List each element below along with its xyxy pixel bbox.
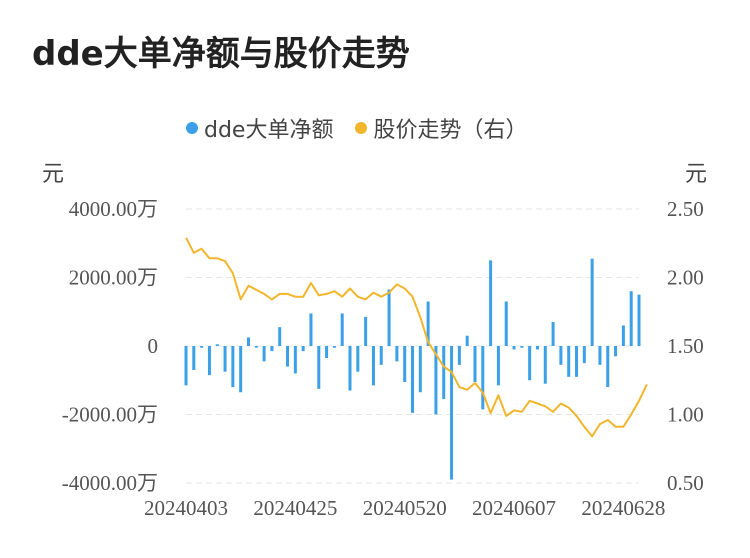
dde-bar <box>325 346 329 358</box>
dde-bar <box>481 346 485 410</box>
dde-bar <box>504 301 508 346</box>
dde-bar <box>364 316 368 346</box>
right-tick-label: 2.00 <box>667 266 704 290</box>
dde-bar <box>426 301 430 346</box>
dde-bar <box>520 346 524 348</box>
dde-bar <box>559 346 563 365</box>
left-tick-label: -2000.00万 <box>62 403 158 427</box>
dde-bar <box>575 346 579 377</box>
legend-dot-dde <box>186 122 198 134</box>
right-tick-label: 1.00 <box>667 403 704 427</box>
dde-bar <box>254 346 258 348</box>
legend-label-dde: dde大单净额 <box>204 118 334 143</box>
dde-bar <box>192 346 196 370</box>
left-tick-label: 0 <box>148 334 159 358</box>
dde-bar <box>543 346 547 384</box>
dde-bar <box>403 346 407 382</box>
dde-bar <box>348 346 352 391</box>
dde-bar <box>371 346 375 386</box>
dde-bar <box>473 346 477 382</box>
dde-bar <box>450 346 454 480</box>
dde-bar <box>496 346 500 386</box>
dde-bar <box>465 335 469 346</box>
dde-bar <box>567 346 571 377</box>
right-tick-label: 1.50 <box>667 334 704 358</box>
x-tick-label: 20240607 <box>472 496 556 520</box>
dde-bar <box>411 346 414 413</box>
dde-bar <box>535 346 539 350</box>
dde-bar <box>629 291 633 346</box>
left-tick-label: 4000.00万 <box>69 197 158 221</box>
dde-bar <box>270 346 274 352</box>
chart-title: dde大单净额与股价走势 <box>32 34 410 74</box>
dde-bar <box>332 346 336 348</box>
right-tick-label: 2.50 <box>667 197 704 221</box>
dde-bar <box>317 346 321 389</box>
dde-bar <box>590 258 594 346</box>
dde-bar <box>512 346 516 350</box>
dde-bar <box>395 346 399 362</box>
dde-bar <box>286 346 290 367</box>
dde-bar <box>442 346 446 400</box>
dde-bar <box>184 346 188 386</box>
dde-bar <box>262 346 266 362</box>
dde-bar <box>637 294 641 346</box>
dde-bar <box>457 346 461 365</box>
dde-bar <box>418 346 422 393</box>
dde-bar <box>278 327 282 346</box>
dde-bar <box>606 346 610 388</box>
dde-bar <box>598 346 602 365</box>
legend-label-price: 股价走势（右） <box>373 118 528 143</box>
dde-bar <box>489 260 493 346</box>
left-tick-label: 2000.00万 <box>69 266 158 290</box>
dde-bar <box>301 346 305 352</box>
dde-bar <box>582 346 586 364</box>
x-tick-label: 20240403 <box>144 496 228 520</box>
legend-item-price[interactable]: 股价走势（右） <box>355 112 527 144</box>
dde-bar <box>200 346 204 348</box>
dde-bar <box>387 289 391 346</box>
left-axis-unit: 元 <box>42 162 65 187</box>
dde-bar <box>239 346 243 393</box>
x-tick-label: 20240628 <box>581 496 665 520</box>
dde-bar <box>309 313 313 346</box>
price-line <box>185 237 648 438</box>
right-axis-unit: 元 <box>684 162 707 187</box>
chart-legend: dde大单净额 股价走势（右） <box>186 112 549 144</box>
dde-bar <box>614 346 618 357</box>
x-tick-label: 20240520 <box>363 496 447 520</box>
dde-bar <box>434 346 438 415</box>
legend-dot-price <box>355 122 368 134</box>
dde-bar <box>528 346 532 381</box>
dde-bar <box>231 346 235 388</box>
dde-bar <box>340 313 344 346</box>
dde-bar <box>356 346 360 372</box>
right-tick-label: 0.50 <box>667 471 704 495</box>
dde-bar <box>551 322 555 346</box>
dde-bar <box>621 325 625 346</box>
left-tick-label: -4000.00万 <box>62 471 158 495</box>
dde-bar <box>246 337 250 346</box>
dde-bar <box>293 346 297 374</box>
x-tick-label: 20240425 <box>253 496 337 520</box>
dde-bar <box>379 346 383 365</box>
dde-bar <box>223 346 227 372</box>
dde-bar <box>215 344 219 346</box>
legend-item-dde[interactable]: dde大单净额 <box>186 112 333 144</box>
dde-bar <box>207 346 211 376</box>
